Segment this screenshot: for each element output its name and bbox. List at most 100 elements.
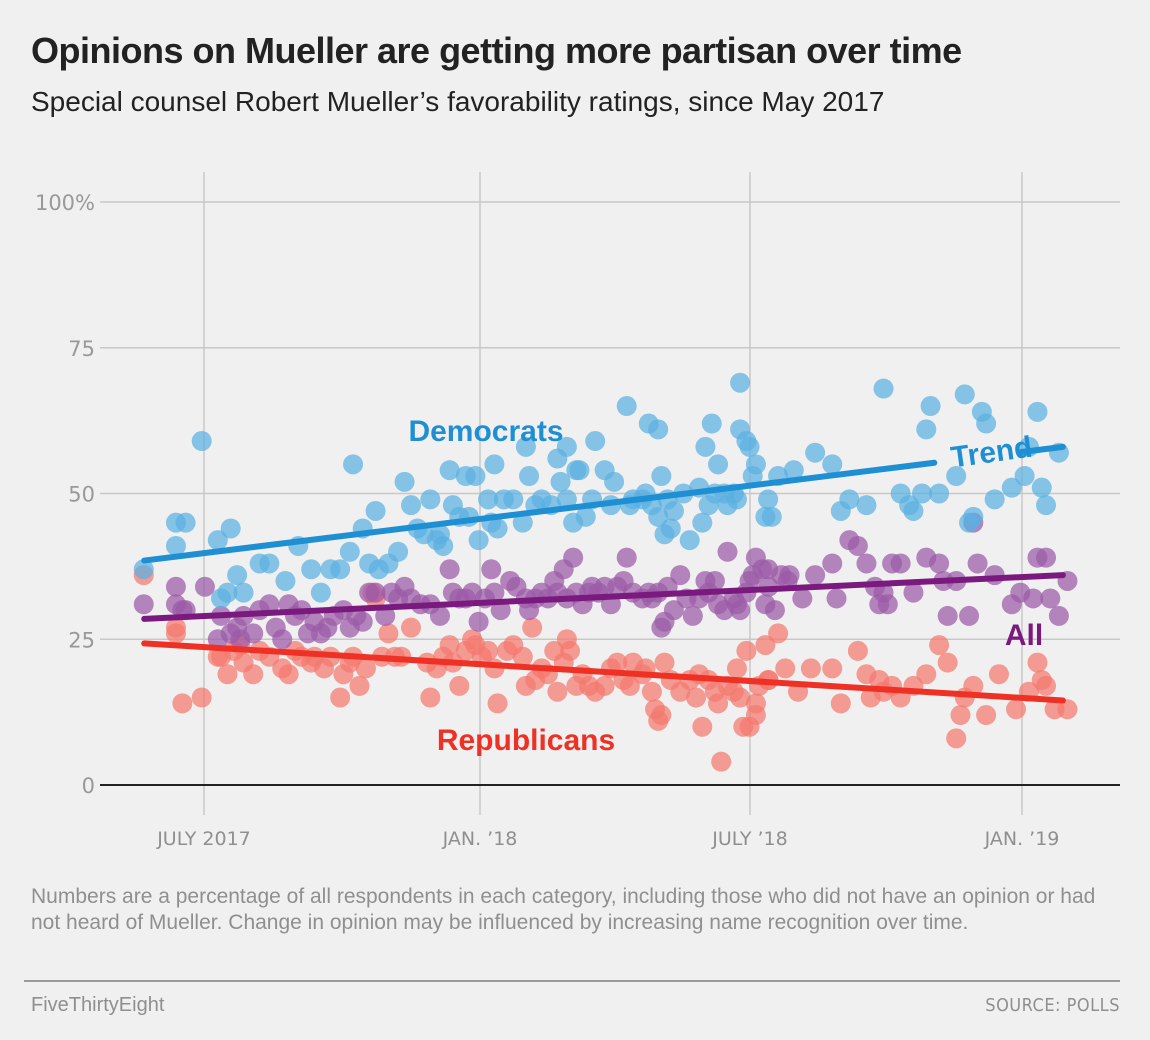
data-point <box>616 547 637 568</box>
data-point <box>736 640 757 661</box>
data-point <box>792 588 813 609</box>
data-point <box>963 506 984 527</box>
data-point <box>604 471 625 492</box>
data-point <box>512 512 533 533</box>
x-tick-label: JAN. ’19 <box>984 828 1060 850</box>
data-point <box>686 687 706 708</box>
data-point <box>711 751 732 772</box>
data-point <box>847 640 868 661</box>
data-point <box>847 535 868 556</box>
data-point <box>375 605 396 626</box>
data-point <box>272 629 293 650</box>
data-point <box>663 600 684 621</box>
y-tick-label: 50 <box>68 483 95 507</box>
data-point <box>191 431 212 452</box>
data-point <box>695 436 716 457</box>
data-point <box>243 623 264 644</box>
data-point <box>670 565 691 586</box>
data-point <box>519 466 540 487</box>
data-point <box>1040 588 1061 609</box>
data-point <box>556 489 577 510</box>
data-point <box>594 675 615 696</box>
data-point <box>800 658 821 679</box>
data-point <box>484 582 505 603</box>
data-point <box>822 454 843 475</box>
data-point <box>916 664 937 685</box>
data-point <box>207 530 228 551</box>
data-point <box>243 664 264 685</box>
data-point <box>172 693 193 714</box>
data-point <box>877 594 898 615</box>
data-point <box>822 553 843 574</box>
data-point <box>259 594 280 615</box>
brand-credit: FiveThirtyEight <box>31 994 165 1016</box>
data-point <box>388 541 409 562</box>
data-point <box>1027 401 1048 422</box>
data-point <box>339 541 360 562</box>
data-point <box>805 442 826 463</box>
data-point <box>758 559 779 580</box>
data-point <box>903 500 924 521</box>
data-point <box>692 512 713 533</box>
data-point <box>465 466 486 487</box>
data-point <box>449 675 470 696</box>
scatter-chart: 0 25 50 75 100% JULY 2017 JAN. ’18 JULY ’18 JAN… <box>35 172 1120 850</box>
data-point <box>512 646 533 667</box>
data-point <box>550 471 571 492</box>
data-point <box>401 617 421 638</box>
data-point <box>856 495 877 516</box>
data-point <box>1006 699 1027 720</box>
data-point <box>191 687 212 708</box>
data-point <box>779 565 800 586</box>
data-point <box>217 664 238 685</box>
data-point <box>275 570 296 591</box>
x-tick-label: JAN. ’18 <box>442 828 518 850</box>
data-point <box>726 489 747 510</box>
data-point <box>1031 477 1052 498</box>
data-point <box>301 559 322 580</box>
data-point <box>873 378 894 399</box>
y-tick-label: 100% <box>35 191 95 215</box>
data-point <box>1001 477 1022 498</box>
data-point <box>701 413 722 434</box>
chart-title: Opinions on Mueller are getting more par… <box>31 30 962 71</box>
data-point <box>745 454 766 475</box>
trend-line-democrats <box>141 459 938 564</box>
data-point <box>758 489 779 510</box>
data-point <box>651 466 672 487</box>
data-point <box>259 553 280 574</box>
data-point <box>730 372 751 393</box>
data-point <box>830 693 851 714</box>
data-point <box>692 716 713 737</box>
data-point <box>352 611 373 632</box>
data-point <box>946 466 967 487</box>
data-point <box>569 460 590 481</box>
y-tick-label: 75 <box>68 337 95 361</box>
data-point <box>920 396 941 417</box>
data-point <box>739 436 760 457</box>
data-point <box>708 693 729 714</box>
data-point <box>233 582 254 603</box>
data-point <box>1023 588 1044 609</box>
data-point <box>194 576 215 597</box>
series-label-democrats: Democrats <box>408 415 563 448</box>
data-point <box>704 570 725 591</box>
data-point <box>355 658 376 679</box>
data-point <box>1027 652 1048 673</box>
data-point <box>563 547 584 568</box>
data-point <box>890 553 911 574</box>
data-point <box>619 675 640 696</box>
data-point <box>165 623 186 644</box>
data-point <box>717 541 738 562</box>
data-point <box>1036 675 1057 696</box>
data-point <box>478 489 499 510</box>
data-point <box>522 617 543 638</box>
footnote: Numbers are a percentage of all responde… <box>31 885 1096 934</box>
data-point <box>730 600 751 621</box>
data-point <box>761 506 782 527</box>
trend-line-democrats-end <box>1018 443 1066 455</box>
data-point <box>616 396 637 417</box>
data-point <box>959 605 980 626</box>
data-point <box>468 611 489 632</box>
